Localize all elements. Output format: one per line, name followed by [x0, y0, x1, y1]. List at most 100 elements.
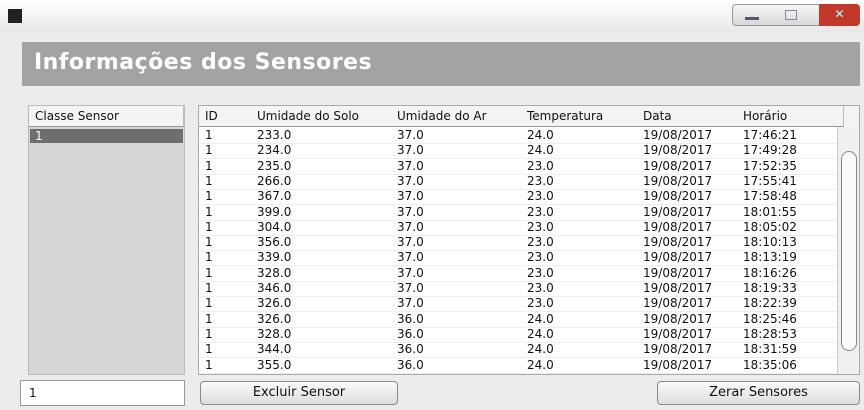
table-row[interactable]: 1 355.0 36.0 24.0 19/08/2017 18:35:06	[199, 358, 837, 374]
table-cell: 23.0	[527, 265, 554, 280]
table-cell: 37.0	[397, 128, 424, 142]
table-cell: 1	[205, 342, 213, 357]
table-cell: 18:13:19	[743, 250, 797, 265]
table-cell: 17:49:28	[743, 143, 797, 158]
table-cell: 23.0	[527, 204, 554, 219]
table-cell: 18:35:06	[743, 357, 797, 372]
table-cell: 19/08/2017	[643, 128, 713, 142]
table-row[interactable]: 1 328.0 36.0 24.0 19/08/2017 18:28:53	[199, 327, 837, 343]
table-cell: 339.0	[257, 250, 292, 265]
table-cell: 235.0	[257, 158, 292, 173]
table-cell: 19/08/2017	[643, 342, 713, 357]
table-cell: 304.0	[257, 219, 292, 234]
table-row[interactable]: 1 399.0 37.0 23.0 19/08/2017 18:01:55	[199, 205, 837, 221]
table-cell: 19/08/2017	[643, 219, 713, 234]
sensor-list: Classe Sensor 1	[28, 105, 185, 375]
table-cell: 19/08/2017	[643, 296, 713, 311]
table-cell: 266.0	[257, 173, 292, 188]
page-title: Informações dos Sensores	[22, 42, 860, 86]
table-cell: 399.0	[257, 204, 292, 219]
table-cell: 23.0	[527, 235, 554, 250]
table-row[interactable]: 1 234.0 37.0 24.0 19/08/2017 17:49:28	[199, 143, 837, 160]
table-cell: 37.0	[397, 158, 424, 173]
table-row[interactable]: 1 356.0 37.0 23.0 19/08/2017 18:10:13	[199, 235, 837, 252]
table-cell: 17:46:21	[743, 128, 797, 142]
column-header: Data	[637, 106, 744, 127]
table-cell: 18:28:53	[743, 326, 797, 341]
sensor-input[interactable]: 1	[20, 380, 185, 406]
table-cell: 19/08/2017	[643, 235, 713, 250]
table-row[interactable]: 1 344.0 36.0 24.0 19/08/2017 18:31:59	[199, 342, 837, 359]
table-cell: 19/08/2017	[643, 173, 713, 188]
table-row[interactable]: 1 346.0 37.0 23.0 19/08/2017 18:19:33	[199, 281, 837, 297]
table-cell: 19/08/2017	[643, 204, 713, 219]
table-cell: 23.0	[527, 189, 554, 204]
scrollbar[interactable]	[837, 127, 859, 374]
table-cell: 344.0	[257, 342, 292, 357]
table-cell: 37.0	[397, 219, 424, 234]
scroll-thumb[interactable]	[841, 151, 857, 351]
sensor-table: ID Umidade do Solo Umidade do Ar Temperatur…	[198, 105, 860, 375]
table-cell: 1	[205, 158, 213, 173]
table-row[interactable]: 1 304.0 37.0 23.0 19/08/2017 18:05:02	[199, 220, 837, 236]
table-row[interactable]: 1 233.0 37.0 24.0 19/08/2017 17:46:21	[199, 128, 837, 144]
table-cell: 328.0	[257, 265, 292, 280]
table-cell: 19/08/2017	[643, 326, 713, 341]
table-cell: 1	[205, 357, 213, 372]
table-cell: 1	[205, 189, 213, 204]
table-row[interactable]: 1 328.0 37.0 23.0 19/08/2017 18:16:26	[199, 266, 837, 282]
table-cell: 1	[205, 235, 213, 250]
table-cell: 19/08/2017	[643, 357, 713, 372]
table-cell: 19/08/2017	[643, 189, 713, 204]
table-cell: 19/08/2017	[643, 281, 713, 295]
table-row[interactable]: 1 235.0 37.0 23.0 19/08/2017 17:52:35	[199, 159, 837, 175]
table-cell: 19/08/2017	[643, 143, 713, 158]
table-cell: 328.0	[257, 326, 292, 341]
table-row[interactable]: 1 367.0 37.0 23.0 19/08/2017 17:58:48	[199, 189, 837, 206]
table-cell: 1	[205, 265, 213, 280]
table-cell: 1	[205, 296, 213, 311]
reset-button[interactable]: Zerar Sensores	[657, 381, 860, 405]
list-header: Classe Sensor	[29, 106, 184, 127]
column-header: Temperatura	[521, 106, 644, 127]
table-cell: 17:52:35	[743, 158, 797, 173]
table-cell: 1	[205, 128, 213, 142]
table-cell: 1	[205, 204, 213, 219]
table-cell: 18:16:26	[743, 265, 797, 280]
table-cell: 23.0	[527, 281, 554, 295]
table-cell: 1	[205, 326, 213, 341]
table-cell: 36.0	[397, 342, 424, 357]
table-cell: 23.0	[527, 158, 554, 173]
table-row[interactable]: 1 326.0 36.0 24.0 19/08/2017 18:25:46	[199, 312, 837, 328]
table-cell: 37.0	[397, 296, 424, 311]
table-row[interactable]: 1 266.0 37.0 23.0 19/08/2017 17:55:41	[199, 174, 837, 190]
table-cell: 18:10:13	[743, 235, 797, 250]
app-icon	[8, 9, 22, 23]
table-cell: 1	[205, 143, 213, 158]
table-row[interactable]: 1 326.0 37.0 23.0 19/08/2017 18:22:39	[199, 296, 837, 313]
minimize-button[interactable]	[745, 17, 759, 20]
table-cell: 24.0	[527, 342, 554, 357]
table-cell: 1	[205, 219, 213, 234]
table-cell: 24.0	[527, 143, 554, 158]
table-cell: 36.0	[397, 311, 424, 326]
table-cell: 24.0	[527, 311, 554, 326]
table-cell: 19/08/2017	[643, 265, 713, 280]
table-cell: 19/08/2017	[643, 250, 713, 265]
table-cell: 37.0	[397, 189, 424, 204]
table-row[interactable]: 1 339.0 37.0 23.0 19/08/2017 18:13:19	[199, 250, 837, 267]
close-button[interactable]: ✕	[819, 4, 860, 26]
table-cell: 37.0	[397, 173, 424, 188]
table-cell: 1	[205, 250, 213, 265]
table-cell: 18:31:59	[743, 342, 797, 357]
list-item[interactable]: 1	[30, 129, 183, 143]
table-cell: 19/08/2017	[643, 158, 713, 173]
column-header: Umidade do Ar	[391, 106, 528, 127]
maximize-button[interactable]	[785, 10, 797, 20]
table-cell: 1	[205, 281, 213, 295]
table-cell: 24.0	[527, 128, 554, 142]
table-cell: 233.0	[257, 128, 292, 142]
column-header: Umidade do Solo	[251, 106, 398, 127]
delete-button[interactable]: Excluir Sensor	[200, 381, 398, 405]
